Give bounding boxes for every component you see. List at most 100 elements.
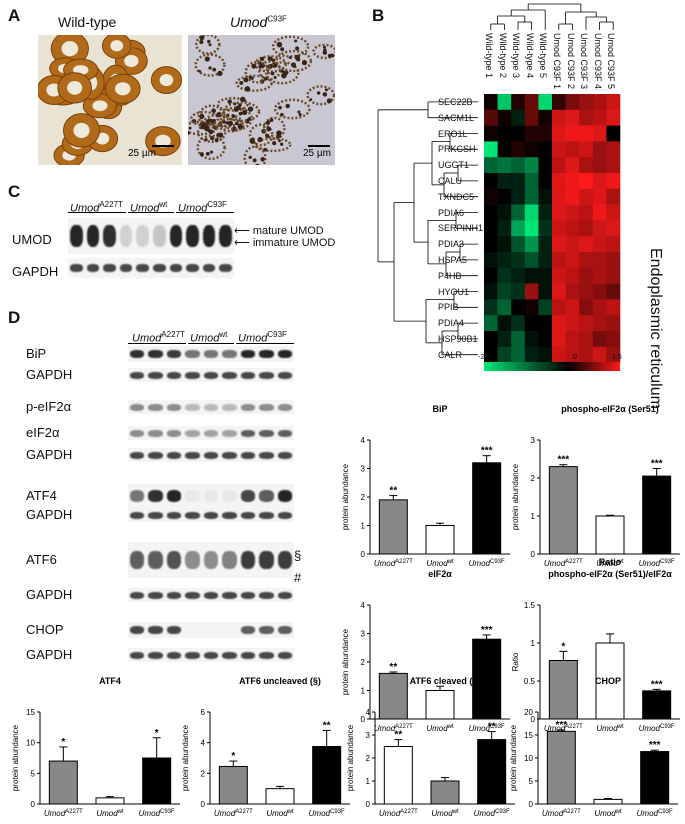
heatmap-cell [484,94,498,111]
bar-chart: ATF6 cleaved (#) 0 1 2 3 4 protein abundance **… [346,676,515,818]
y-tick-label: 4 [201,739,206,748]
significance-mark: ** [394,730,402,741]
panel-letter-d: D [8,308,21,327]
y-tick-label: 6 [201,708,206,717]
heatmap-cell [484,141,498,158]
significance-mark: *** [557,455,569,466]
bar [378,499,408,555]
heatmap-cell [606,109,621,126]
heatmap-cell [524,94,539,111]
heatmap-cell [565,157,580,174]
heatmap-cell [511,315,526,332]
y-tick-label: 1 [361,687,366,696]
y-tick-label: 3 [361,630,366,639]
column-dendrogram [490,3,614,30]
heatmap-cell [606,173,621,190]
heatmap-cell [565,283,580,300]
y-tick-label: 5 [31,769,36,778]
heatmap-cell [484,346,498,363]
heatmap-cell [538,141,553,158]
heatmap-cell [552,346,566,363]
heatmap-cell [524,141,539,158]
panel-letter-b: B [372,6,385,25]
heatmap-cell [565,252,580,269]
y-tick-label: 20 [524,708,533,717]
x-category-label: UmodC93F [474,809,510,818]
y-tick-label: 0 [361,715,366,724]
x-category-label: Umodwt [594,809,622,818]
gene-label: CALU [438,176,463,186]
heatmap-cell [579,267,594,284]
heatmap-cell [606,188,621,205]
significance-mark: *** [481,625,493,636]
d-row-label: ATF4 [26,488,57,503]
heatmap-cell [524,204,539,221]
heatmap-cell [524,299,539,316]
heatmap-cell [592,220,607,237]
heatmap-cell [524,267,539,284]
heatmap-cell [579,236,594,253]
x-category-label: UmodC93F [639,724,675,733]
y-tick-label: 10 [26,739,35,748]
panel-letter-a: A [8,6,21,25]
scale-bar-left [152,145,174,147]
heatmap-cell [552,94,566,111]
y-tick-label: 15 [524,731,533,740]
heatmap-cell [484,236,498,253]
heatmap-cell [592,109,607,126]
bar-chart: eIF2α 0 1 2 3 4 protein abundance ** UmodA227T Um… [341,569,510,733]
y-axis-label: protein abundance [509,724,518,791]
bar-chart: phospho-eIF2α (Ser51) 0 1 2 3 protein abundan… [511,404,680,568]
immature-umod-label: ⟵ immature UMOD [234,237,336,249]
heatmap-cell [565,299,580,316]
blot-strip [128,400,294,414]
bar [595,515,625,555]
scale-label-right: 25 µm [303,148,331,159]
blot-strip [128,508,294,522]
significance-mark: *** [555,720,567,731]
x-category-label: UmodC93F [469,724,505,733]
c-row-umod: UMOD [12,232,52,247]
y-axis-label: Ratio [511,652,520,671]
heatmap-cell [538,125,553,142]
y-tick-label: 0.5 [524,677,536,686]
color-scale-bar [484,362,620,371]
heatmap-cell [579,141,594,158]
heatmap-cell [579,125,594,142]
heatmap-cell [592,188,607,205]
x-category-label: Umodwt [426,559,454,568]
heatmap-cell [606,267,621,284]
x-category-label: UmodC93F [139,809,175,818]
significance-mark: ** [488,722,496,733]
heatmap-cell [565,188,580,205]
d-row-label: CHOP [26,622,64,637]
heatmap-cell [484,283,498,300]
heatmap-cell [511,236,526,253]
bar-chart: Ratio phospho-eIF2α (Ser51)/eIF2α 0 0.5 1 1.5… [511,557,680,733]
heatmap-cell [552,267,566,284]
gene-label: HSPA5 [438,255,467,265]
heatmap-cell [565,346,580,363]
bar [546,730,576,805]
heatmap-cell [592,141,607,158]
heatmap-cells [484,94,621,363]
heatmap-cell [538,331,553,348]
y-tick-label: 2 [361,493,366,502]
heatmap-cell [538,315,553,332]
heatmap-cell [497,204,512,221]
d-row-label: ATF6 [26,552,57,567]
bar [425,690,455,720]
heatmap-figure [377,3,621,371]
gene-label: SEC22B [438,97,473,107]
x-category-label: UmodA227T [214,809,253,818]
y-tick-label: 4 [361,601,366,610]
heatmap-cell [579,188,594,205]
heatmap-cell [511,125,526,142]
heatmap-cell [497,315,512,332]
heatmap-cell [565,220,580,237]
heatmap-cell [511,157,526,174]
heatmap-cell [497,94,512,111]
heatmap-cell [592,267,607,284]
heatmap-cell [511,204,526,221]
blot-strip [128,368,294,382]
